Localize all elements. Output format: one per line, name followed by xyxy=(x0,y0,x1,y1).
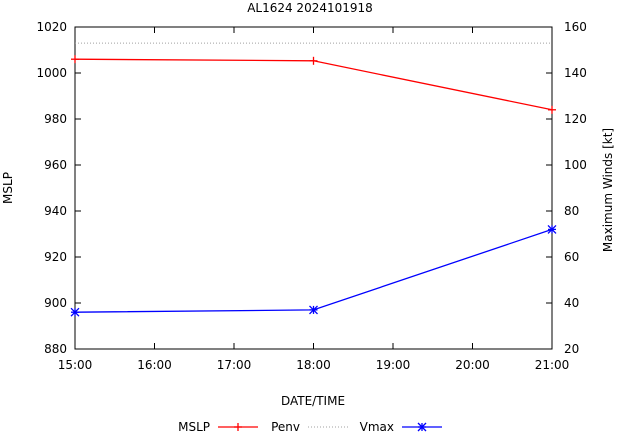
y-right-tick-label: 80 xyxy=(564,204,579,218)
y-left-tick-label: 1020 xyxy=(36,20,67,34)
y-left-tick-label: 880 xyxy=(44,342,67,356)
x-tick-label: 18:00 xyxy=(296,358,331,372)
y-left-tick-label: 920 xyxy=(44,250,67,264)
legend-marker-mslp xyxy=(234,423,242,431)
x-tick-label: 16:00 xyxy=(137,358,172,372)
x-tick-label: 17:00 xyxy=(217,358,252,372)
x-tick-label: 19:00 xyxy=(376,358,411,372)
data-point-mslp xyxy=(548,105,556,114)
chart-title: AL1624 2024101918 xyxy=(247,1,373,15)
x-axis-label: DATE/TIME xyxy=(281,394,345,408)
y-axis-right-label: Maximum Winds [kt] xyxy=(601,128,615,252)
y-left-tick-label: 960 xyxy=(44,158,67,172)
axes-ticks: 880 900 920 940 960 980 1000 1020 20 40 60 80 100 120… xyxy=(36,20,586,372)
y-right-tick-label: 60 xyxy=(564,250,579,264)
y-left-tick-label: 900 xyxy=(44,296,67,310)
x-tick-label: 20:00 xyxy=(455,358,490,372)
legend-label-vmax: Vmax xyxy=(360,420,394,432)
legend-label-mslp: MSLP xyxy=(178,420,210,432)
y-right-tick-label: 100 xyxy=(564,158,587,172)
x-tick-label: 21:00 xyxy=(535,358,570,372)
data-point-vmax xyxy=(309,305,318,315)
y-right-tick-label: 40 xyxy=(564,296,579,310)
data-point-mslp xyxy=(71,55,79,64)
data-point-vmax xyxy=(547,224,557,234)
y-left-tick-label: 940 xyxy=(44,204,67,218)
y-right-tick-label: 140 xyxy=(564,66,587,80)
series-layer xyxy=(70,42,557,317)
y-right-tick-label: 120 xyxy=(564,112,587,126)
y-left-tick-label: 980 xyxy=(44,112,67,126)
legend: MSLP Penv Vmax xyxy=(178,420,442,432)
y-axis-left-label: MSLP xyxy=(1,172,15,204)
series-line-vmax xyxy=(74,228,553,313)
data-point-vmax xyxy=(70,307,80,317)
y-left-tick-label: 1000 xyxy=(36,66,67,80)
y-right-tick-label: 160 xyxy=(564,20,587,34)
plot-frame xyxy=(74,26,553,350)
data-point-mslp xyxy=(309,56,318,65)
legend-label-penv: Penv xyxy=(271,420,300,432)
series-line-mslp xyxy=(74,58,553,111)
legend-marker-vmax xyxy=(417,422,427,432)
x-tick-label: 15:00 xyxy=(58,358,93,372)
y-right-tick-label: 20 xyxy=(564,342,579,356)
